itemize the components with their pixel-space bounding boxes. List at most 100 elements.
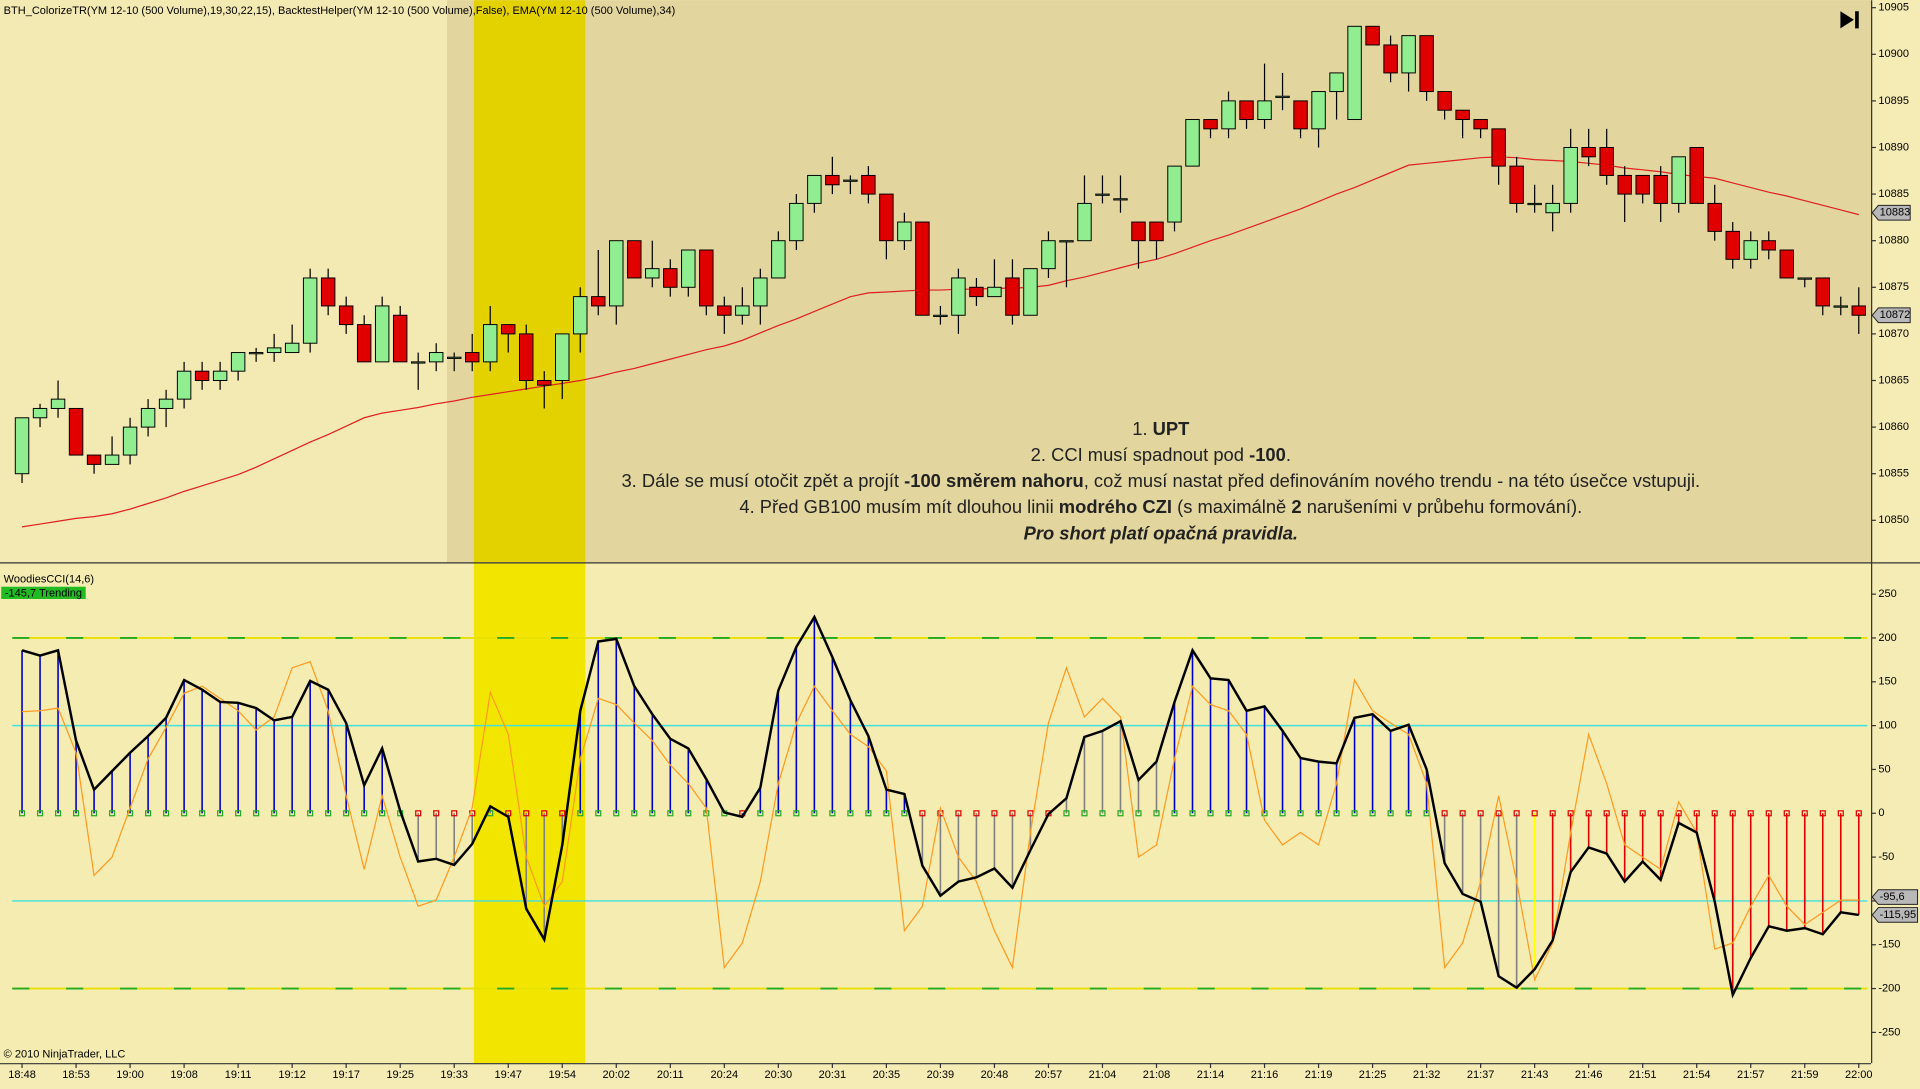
annotation-text: . xyxy=(1286,444,1291,465)
annotation-text: modrého CZI xyxy=(1059,496,1172,517)
candle-body xyxy=(519,333,534,381)
x-tick-label: 19:11 xyxy=(225,1069,252,1081)
zero-marker xyxy=(1765,810,1772,817)
x-tick-label: 21:16 xyxy=(1251,1069,1279,1081)
x-tick-label: 21:04 xyxy=(1089,1069,1117,1081)
zero-marker xyxy=(1207,810,1214,817)
zero-marker xyxy=(1099,810,1106,817)
candle-body xyxy=(1293,100,1308,130)
candle-body xyxy=(1761,240,1776,251)
zero-marker xyxy=(325,810,332,817)
candle-body xyxy=(1563,146,1578,204)
zero-marker xyxy=(559,810,566,817)
zero-marker xyxy=(1675,810,1682,817)
zero-marker xyxy=(1513,810,1520,817)
x-tick-label: 20:57 xyxy=(1035,1069,1063,1081)
zero-marker xyxy=(235,810,242,817)
zero-marker xyxy=(1459,810,1466,817)
end-bar-icon[interactable] xyxy=(1855,11,1859,29)
candle-body xyxy=(825,174,840,186)
candle-body xyxy=(1041,240,1056,270)
candle-body xyxy=(537,380,552,386)
candle-body xyxy=(32,407,48,419)
candle-body xyxy=(609,240,624,307)
zero-marker xyxy=(289,810,296,817)
zero-marker xyxy=(1315,810,1322,817)
candle-body xyxy=(1671,156,1686,204)
zero-marker xyxy=(1693,810,1700,817)
candle-body xyxy=(501,324,516,335)
candle-body xyxy=(464,352,480,363)
go-to-end-icon[interactable] xyxy=(1840,11,1859,29)
zero-marker xyxy=(361,810,368,817)
play-icon[interactable] xyxy=(1840,11,1854,29)
zero-marker xyxy=(109,810,116,817)
candle-body xyxy=(194,370,210,381)
candle-body xyxy=(1455,109,1470,121)
candle-body xyxy=(1707,202,1722,232)
y-tick-label: 100 xyxy=(1878,720,1896,732)
y-tick-label: -50 xyxy=(1878,851,1894,863)
candle-body xyxy=(1401,35,1416,74)
zero-marker xyxy=(901,810,908,817)
cci-title: WoodiesCCI(14,6) xyxy=(4,573,94,585)
candle-body xyxy=(176,370,192,400)
zero-marker xyxy=(343,810,350,817)
y-tick-label: -150 xyxy=(1878,939,1900,951)
zero-marker xyxy=(1189,810,1196,817)
zero-marker xyxy=(1495,810,1502,817)
x-tick-label: 19:54 xyxy=(548,1069,576,1081)
zero-marker xyxy=(18,810,26,817)
candle-body xyxy=(1599,146,1614,176)
zero-marker xyxy=(1603,810,1610,817)
annotation-text: narušeními v průbehu formování). xyxy=(1302,496,1583,517)
candle-body xyxy=(1779,249,1794,279)
candle-body xyxy=(302,277,318,344)
annotation-text: Pro short platí opačná pravidla. xyxy=(1024,522,1298,543)
x-tick-label: 19:08 xyxy=(170,1069,198,1081)
cci-back xyxy=(12,637,1868,990)
y-tick-label: 0 xyxy=(1878,807,1884,819)
candle-body xyxy=(86,454,102,465)
zero-marker xyxy=(1729,810,1736,817)
turbo-cci-line xyxy=(22,660,1859,982)
zero-marker xyxy=(649,810,656,817)
candle-body xyxy=(266,347,282,354)
zero-marker xyxy=(1243,810,1250,817)
zero-marker xyxy=(1639,810,1646,817)
candle-body xyxy=(1545,202,1560,214)
annotation-text: , což musí nastat před definováním novéh… xyxy=(1084,470,1700,491)
zero-marker xyxy=(1027,810,1034,817)
candle-body xyxy=(158,398,174,409)
annotation-line: 2. CCI musí spadnout pod -100. xyxy=(1031,444,1291,465)
zero-marker xyxy=(181,810,188,817)
y-tick-label: 10880 xyxy=(1878,235,1909,247)
y-tick-label: 10865 xyxy=(1878,374,1909,386)
candle-body xyxy=(1023,268,1038,316)
zero-marker xyxy=(865,810,872,817)
zero-marker xyxy=(91,810,98,817)
ema-line xyxy=(21,156,1859,528)
candle-body xyxy=(1167,165,1182,223)
price-marker xyxy=(1871,307,1911,324)
candle-body xyxy=(356,324,372,363)
candle-body xyxy=(663,268,678,288)
candle-body xyxy=(1221,100,1236,130)
price-marker xyxy=(1871,204,1911,221)
zero-marker xyxy=(757,810,764,817)
zero-marker xyxy=(973,810,980,817)
candle-body xyxy=(933,314,948,317)
zero-marker xyxy=(1135,810,1142,817)
y-tick-label: 10890 xyxy=(1878,141,1909,153)
candle-body xyxy=(1131,221,1146,242)
y-tick-label: 10850 xyxy=(1878,514,1909,526)
zero-marker xyxy=(631,810,638,817)
candle-body xyxy=(1005,277,1020,316)
candle-body xyxy=(1113,198,1128,201)
candle-body xyxy=(843,179,858,182)
annotation-line: 3. Dále se musí otočit zpět a projít -10… xyxy=(621,470,1700,491)
x-tick-label: 21:25 xyxy=(1359,1069,1387,1081)
zero-marker xyxy=(1387,810,1394,817)
candle-body xyxy=(14,417,30,475)
zero-marker xyxy=(379,810,386,817)
